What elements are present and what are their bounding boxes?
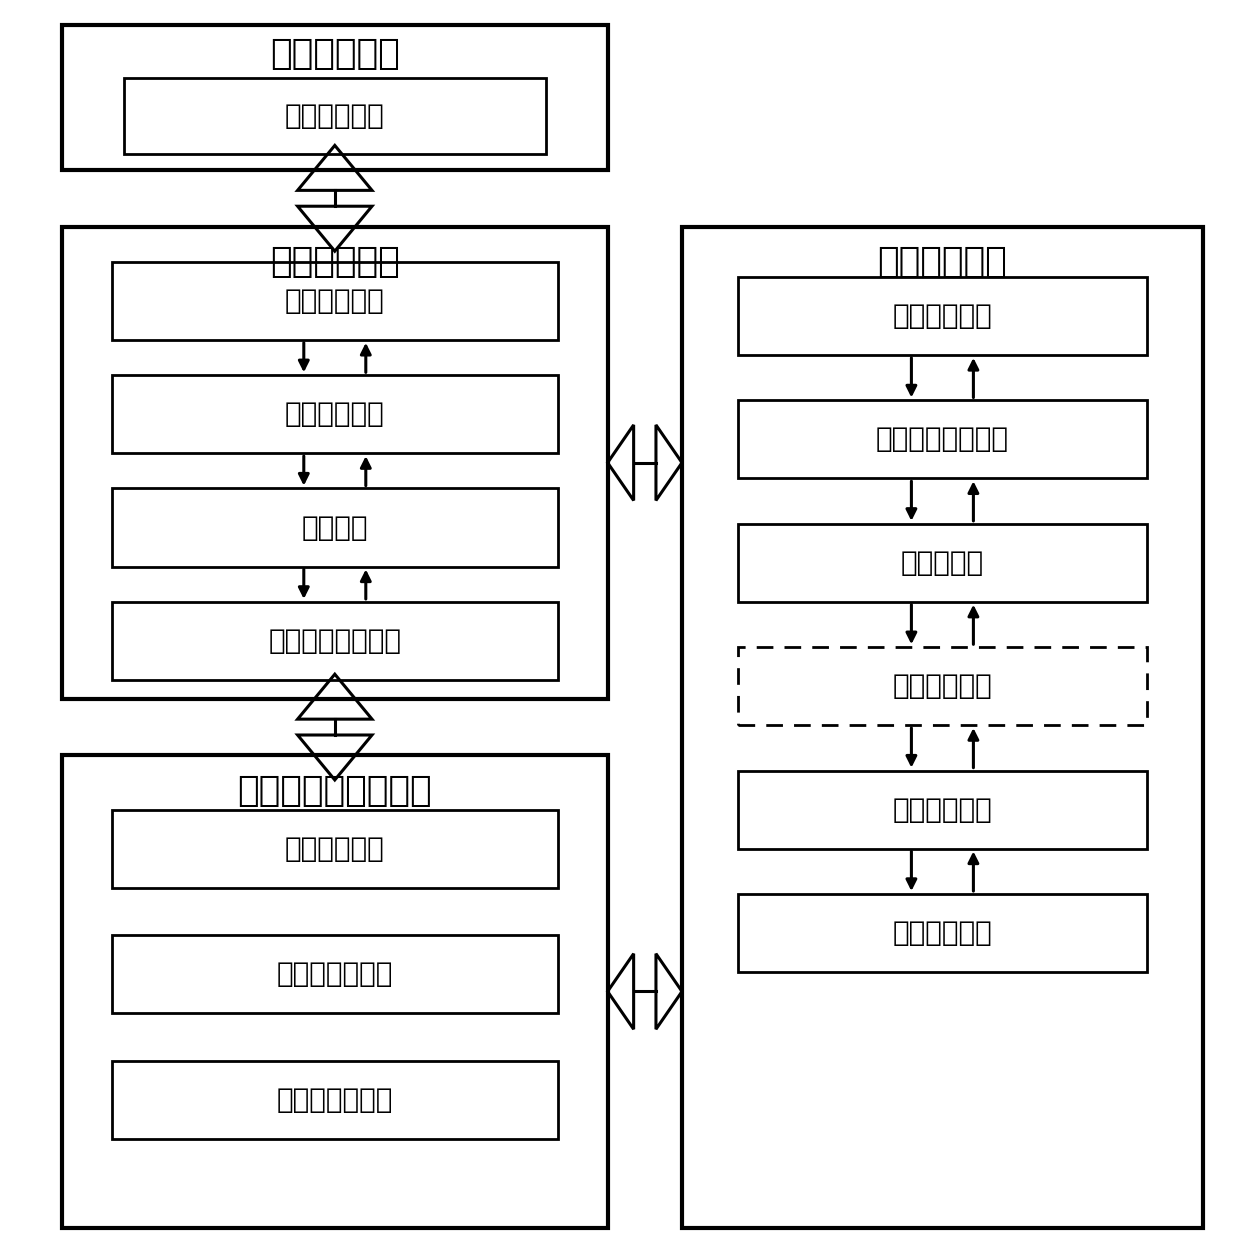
Text: 精同步处理模块: 精同步处理模块 [277,961,393,988]
Bar [738,400,1147,478]
Text: 时隙数据帧处理单元: 时隙数据帧处理单元 [238,773,432,808]
Text: 数据处理单元: 数据处理单元 [878,244,1007,279]
Bar [738,894,1147,972]
Bar [112,810,558,888]
Text: 粗同步处理模块: 粗同步处理模块 [277,1087,393,1114]
Text: 信息汇总模块: 信息汇总模块 [285,400,384,428]
Text: 人机接口模块: 人机接口模块 [285,102,384,130]
Bar [738,277,1147,355]
Text: 计算控制单元: 计算控制单元 [270,244,399,279]
Text: 决策模块: 决策模块 [301,514,368,541]
Bar [738,647,1147,725]
Bar [62,25,608,170]
Bar [124,78,546,154]
Bar [112,488,558,567]
Bar [112,1061,558,1139]
Bar [62,755,608,1228]
Text: 数据采集模块: 数据采集模块 [893,302,992,330]
Text: 报头处理模块: 报头处理模块 [285,835,384,862]
Bar [112,935,558,1013]
Text: 信号收发模块: 信号收发模块 [893,919,992,947]
Text: 调制解调模块: 调制解调模块 [893,796,992,823]
Bar [62,227,608,699]
Text: 编译码模块: 编译码模块 [900,549,985,577]
Bar [112,375,558,453]
Bar [112,262,558,340]
Bar [738,524,1147,602]
Bar [738,771,1147,849]
Text: 基带数据处理模块: 基带数据处理模块 [875,426,1009,453]
Text: 计算分析模块: 计算分析模块 [285,287,384,315]
Text: 扩频解扩模块: 扩频解扩模块 [893,672,992,700]
Bar [682,227,1203,1228]
Text: 控制信息处理模块: 控制信息处理模块 [268,627,402,655]
Text: 人机交互单元: 人机交互单元 [270,37,399,72]
Bar [112,602,558,680]
